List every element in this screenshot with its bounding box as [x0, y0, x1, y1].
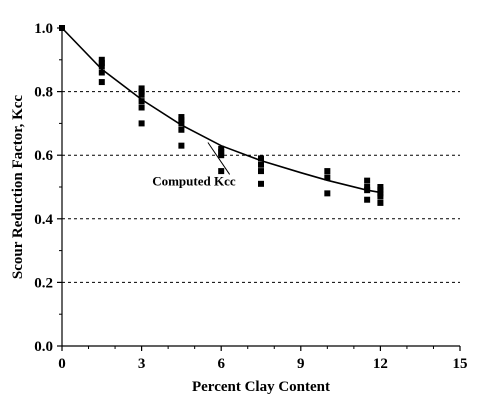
data-point: [258, 155, 264, 162]
y-tick-label: 0.8: [34, 85, 53, 101]
x-tick-label: 12: [373, 356, 388, 372]
data-point: [218, 149, 225, 156]
y-tick-label: 0.4: [34, 212, 53, 228]
y-tick-label: 1.0: [34, 21, 53, 37]
data-point: [218, 168, 225, 175]
data-point: [258, 161, 264, 168]
y-tick-label: 0.2: [34, 275, 53, 291]
computed-kcc-curve: [61, 27, 381, 194]
data-point: [138, 85, 145, 92]
data-point: [364, 177, 371, 184]
data-point: [138, 98, 145, 105]
data-point: [324, 190, 331, 197]
data-point: [178, 120, 185, 127]
data-point: [138, 120, 145, 127]
computed-kcc-curve-layer: [61, 27, 381, 194]
data-point: [377, 199, 384, 206]
data-point: [178, 126, 185, 133]
data-point: [324, 174, 331, 181]
data-point: [98, 69, 105, 76]
data-point: [218, 152, 225, 159]
axes: 0.0 0.2 0.4 0.6 0.8 1.0 0 3 6 9 12 15: [34, 21, 467, 372]
data-point: [98, 79, 105, 86]
data-point: [364, 184, 371, 190]
data-point: [377, 193, 384, 200]
data-point: [364, 196, 371, 203]
data-point: [98, 56, 105, 63]
data-point: [377, 190, 384, 197]
annotation-label: Computed Kcc: [152, 173, 236, 188]
data-point: [364, 187, 371, 194]
data-point: [258, 180, 264, 187]
x-tick-label: 15: [453, 356, 468, 372]
data-point: [59, 25, 65, 31]
data-point: [258, 168, 264, 175]
x-tick-label: 6: [217, 356, 225, 372]
y-axis-title: Scour Reduction Factor, Kcc: [10, 95, 26, 279]
data-point: [98, 59, 105, 66]
x-axis-title: Percent Clay Content: [192, 379, 330, 395]
data-point: [218, 145, 225, 152]
data-point: [178, 117, 185, 124]
x-tick-label: 3: [138, 356, 146, 372]
data-point: [138, 88, 145, 95]
data-point: [98, 63, 105, 70]
gridlines: [62, 91, 460, 283]
data-point: [178, 142, 185, 149]
annotation-leader-line: [207, 142, 231, 175]
annotation-layer: Computed Kcc: [152, 142, 236, 188]
data-point: [377, 184, 384, 190]
data-point: [377, 187, 384, 194]
x-tick-label: 9: [297, 356, 305, 372]
data-point: [138, 104, 145, 111]
data-points: [59, 25, 384, 206]
data-point: [138, 91, 145, 98]
data-point: [178, 114, 185, 121]
y-tick-label: 0.0: [34, 339, 53, 355]
data-point: [324, 168, 331, 175]
x-tick-label: 0: [58, 356, 66, 372]
y-tick-label: 0.6: [34, 148, 53, 164]
